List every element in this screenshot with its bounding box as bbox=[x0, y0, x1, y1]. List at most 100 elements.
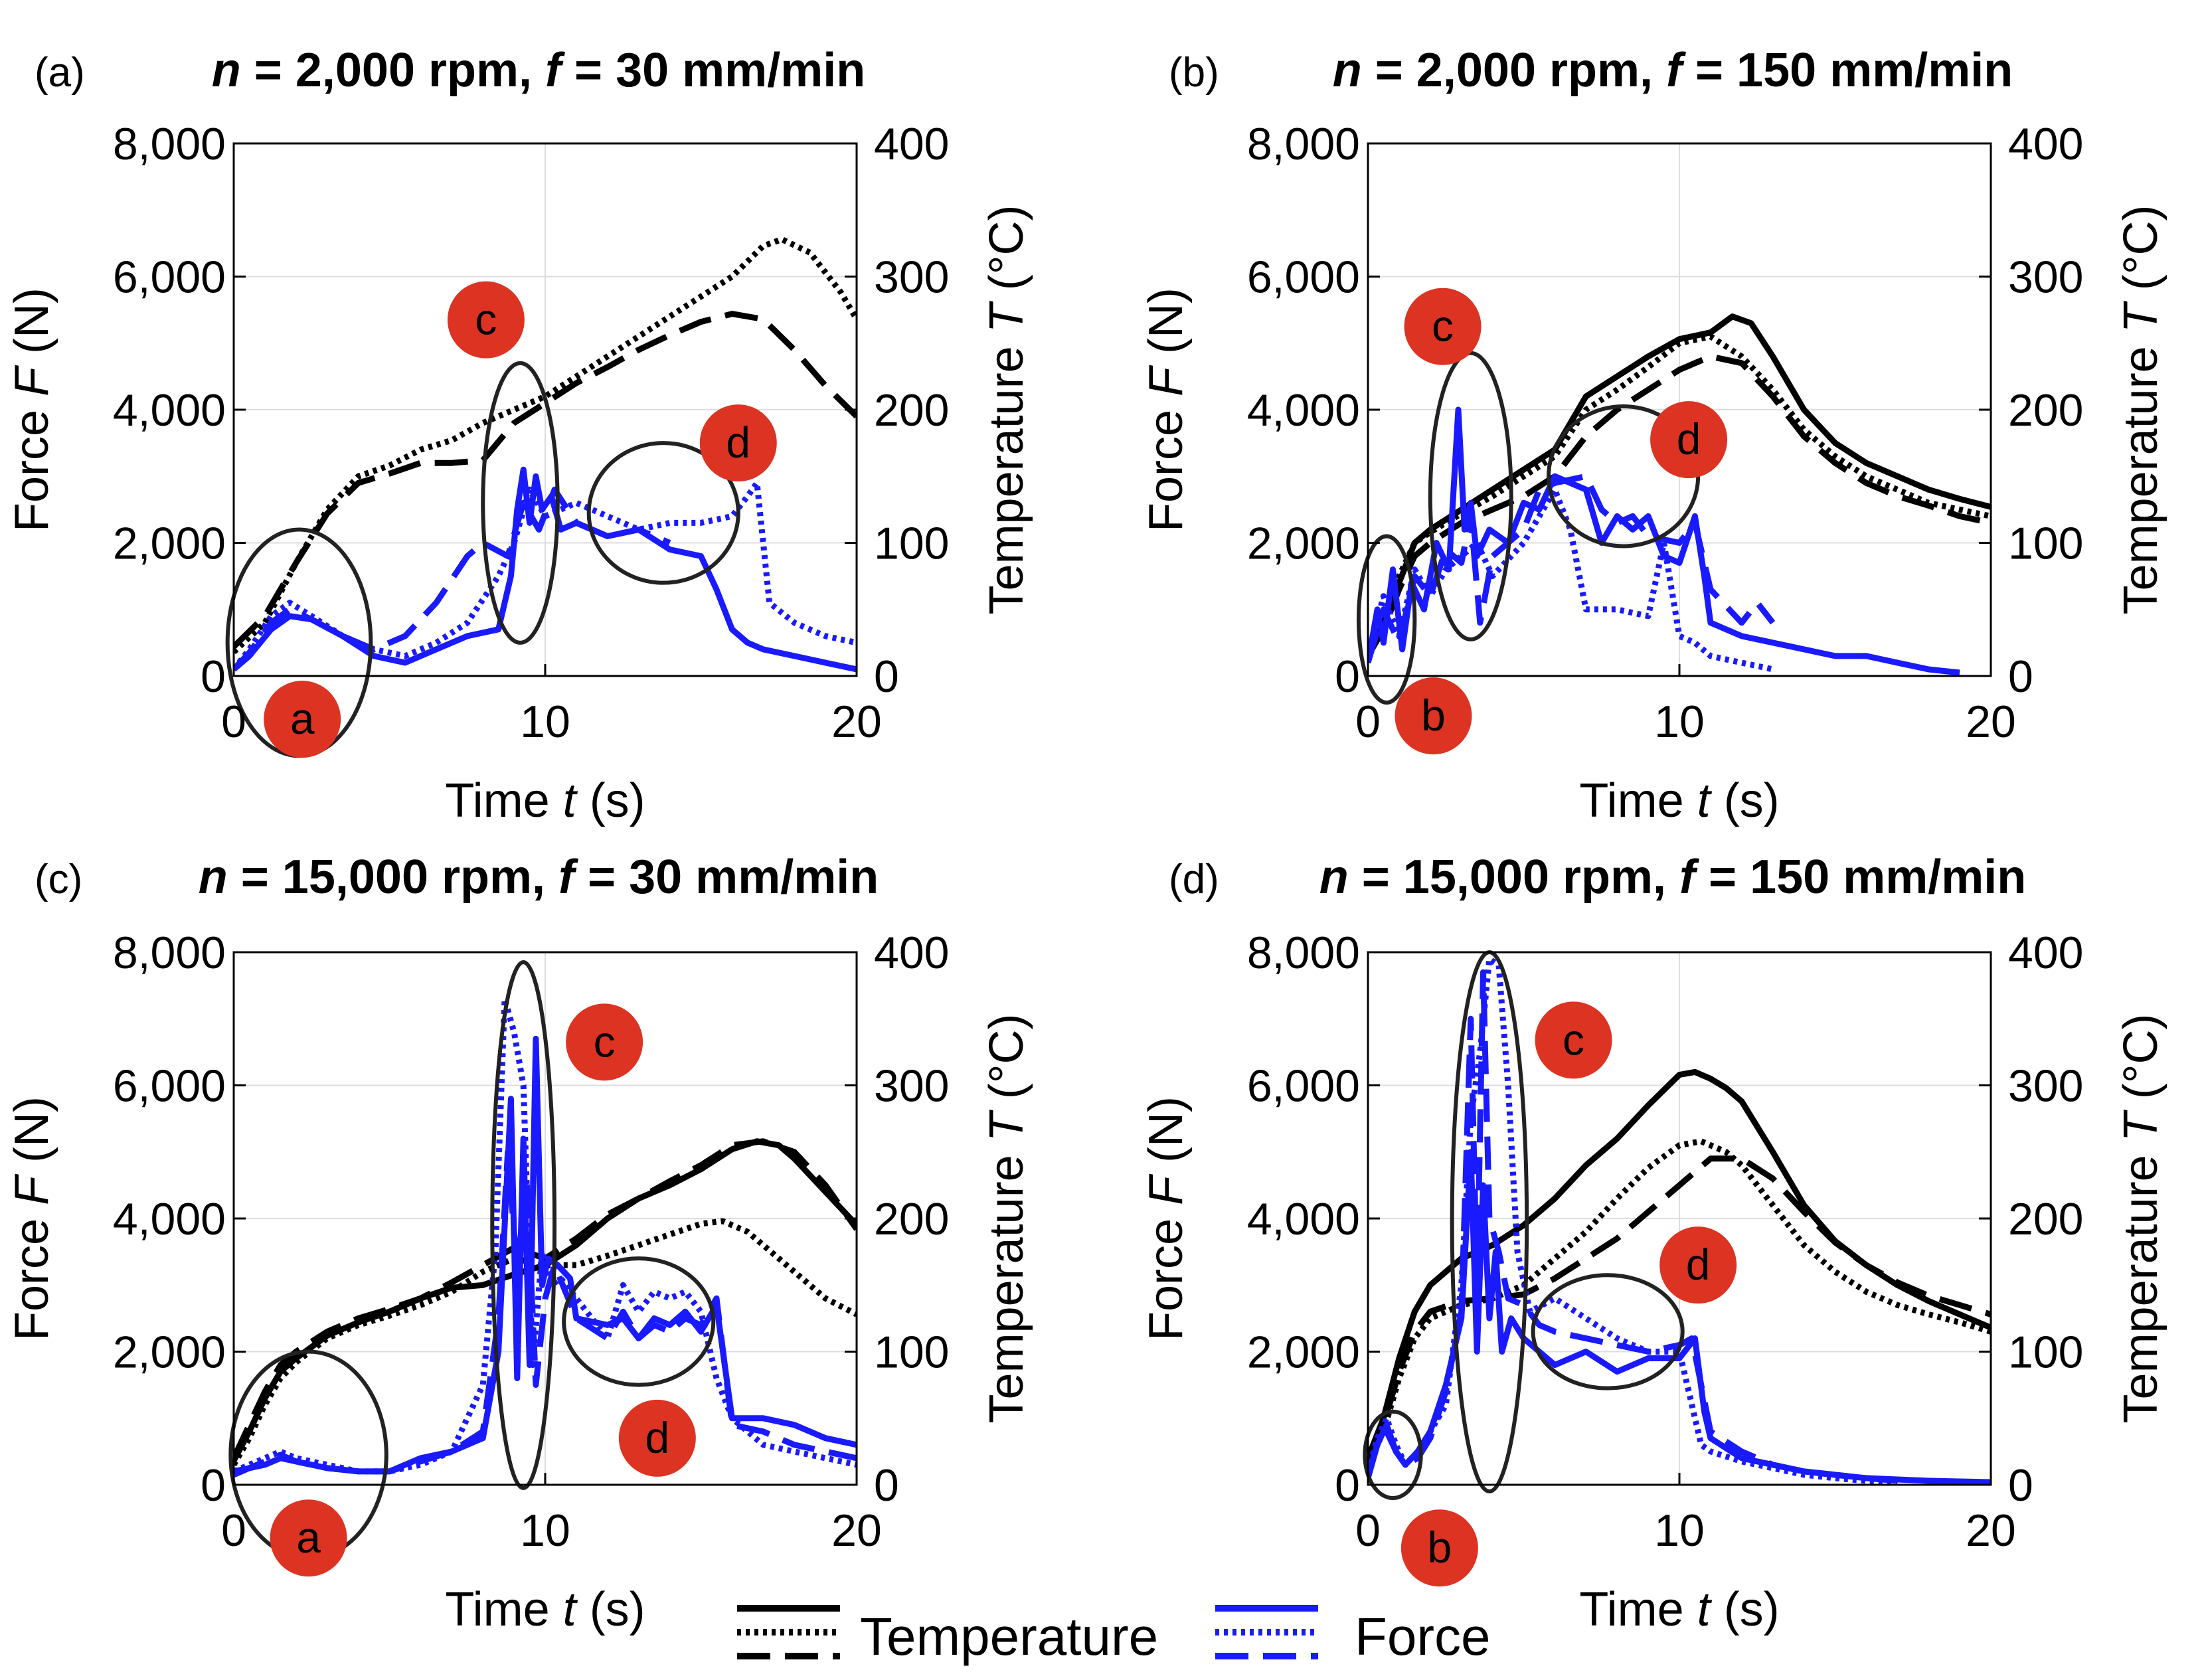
y2-axis-label-text: Temperature bbox=[980, 333, 1033, 614]
x-axis-label-unit: (s) bbox=[576, 774, 645, 827]
y2-axis-label-unit: (°C) bbox=[980, 1014, 1033, 1113]
title-n-val: = 2,000 rpm, bbox=[241, 44, 545, 97]
y2-tick-label: 100 bbox=[2008, 1327, 2083, 1378]
region-marker-b bbox=[1400, 1509, 1478, 1587]
series-line-force-dashed bbox=[234, 486, 671, 672]
panels: 0 10 2002,0004,0006,0008,0000100200300400T… bbox=[5, 44, 2167, 1636]
y2-axis-label-symbol: T bbox=[2114, 1109, 2167, 1141]
series-group bbox=[1368, 313, 1991, 676]
x-axis-label-unit: (s) bbox=[1711, 1583, 1780, 1636]
highlight-ellipse bbox=[1356, 534, 1417, 705]
region-marker-label: d bbox=[1686, 1240, 1711, 1289]
y-axis-label-unit: (N) bbox=[1140, 288, 1193, 367]
x-axis-label-text: Time bbox=[1579, 1583, 1697, 1636]
region-marker-label: a bbox=[290, 694, 315, 743]
y2-tick-label: 100 bbox=[874, 519, 949, 569]
region-marker-label: c bbox=[594, 1017, 616, 1066]
title-f-val: = 30 mm/min bbox=[561, 44, 865, 97]
y2-axis-label-symbol: T bbox=[980, 300, 1033, 333]
y2-axis-label-unit: (°C) bbox=[980, 205, 1033, 304]
x-tick-label: 0 bbox=[1355, 697, 1381, 747]
y-tick-label: 2,000 bbox=[1247, 1327, 1360, 1378]
x-axis-label-symbol: t bbox=[563, 1583, 578, 1636]
y-axis-label-text: Force bbox=[5, 396, 58, 532]
series-line-temperature-dotted bbox=[1368, 1138, 1991, 1466]
x-axis-label: Time t (s) bbox=[445, 1583, 645, 1636]
highlight-ellipse bbox=[481, 361, 560, 645]
region-marker-label: d bbox=[1677, 414, 1701, 463]
y2-tick-label: 0 bbox=[2008, 1460, 2033, 1511]
x-tick-label: 10 bbox=[1654, 1505, 1705, 1556]
y2-tick-label: 0 bbox=[2008, 651, 2033, 702]
region-marker-c bbox=[1404, 288, 1482, 365]
x-axis-label-unit: (s) bbox=[1711, 774, 1780, 827]
highlight-ellipse bbox=[586, 441, 740, 585]
y2-axis-label-unit: (°C) bbox=[2114, 1014, 2167, 1113]
y2-axis-label-symbol: T bbox=[2114, 300, 2167, 333]
panel-c: 0 10 2002,0004,0006,0008,0000100200300400T… bbox=[5, 851, 1033, 1636]
y-axis-label: Force F (N) bbox=[5, 1096, 58, 1341]
highlight-ellipse bbox=[490, 960, 557, 1491]
series-line-force-dotted bbox=[234, 479, 857, 671]
x-axis-label-text: Time bbox=[1579, 774, 1697, 827]
x-tick-label: 20 bbox=[1966, 697, 2016, 747]
highlight-ellipse bbox=[1531, 1273, 1685, 1390]
series-line-force-dashed bbox=[1368, 473, 1776, 664]
y-tick-label: 2,000 bbox=[113, 1327, 226, 1378]
region-marker-a bbox=[270, 1499, 347, 1577]
y-axis-label-text: Force bbox=[5, 1205, 58, 1341]
x-axis-label-text: Time bbox=[445, 1583, 562, 1636]
y-tick-label: 4,000 bbox=[113, 385, 226, 436]
panel-label: (d) bbox=[1169, 857, 1219, 902]
region-marker-d bbox=[618, 1399, 696, 1477]
y-tick-label: 6,000 bbox=[113, 252, 226, 303]
panel-title: n = 2,000 rpm, f = 150 mm/min bbox=[1333, 44, 2013, 97]
x-axis-label: Time t (s) bbox=[1579, 774, 1779, 827]
y-tick-label: 4,000 bbox=[1247, 385, 1360, 436]
y-tick-label: 4,000 bbox=[1247, 1194, 1360, 1244]
y-tick-label: 2,000 bbox=[1247, 519, 1360, 569]
y-axis-label-symbol: F bbox=[5, 1173, 58, 1205]
y-axis-label: Force F (N) bbox=[1140, 288, 1193, 532]
panel-label: (c) bbox=[35, 857, 82, 902]
y2-tick-label: 0 bbox=[874, 1460, 899, 1511]
y2-tick-label: 200 bbox=[874, 385, 949, 436]
series-line-force-dotted bbox=[1368, 956, 1898, 1485]
y2-axis-label-symbol: T bbox=[980, 1109, 1033, 1141]
title-f-val: = 30 mm/min bbox=[574, 851, 879, 904]
region-marker-label: c bbox=[1432, 301, 1454, 351]
title-n-val: = 2,000 rpm, bbox=[1362, 44, 1666, 97]
y2-tick-label: 100 bbox=[874, 1327, 949, 1378]
x-axis-label-symbol: t bbox=[1697, 774, 1713, 827]
y-tick-label: 8,000 bbox=[1247, 928, 1360, 978]
y2-tick-label: 0 bbox=[874, 651, 899, 702]
y-tick-label: 4,000 bbox=[113, 1194, 226, 1244]
y-tick-label: 6,000 bbox=[113, 1061, 226, 1112]
y-axis-label-text: Force bbox=[1140, 396, 1193, 532]
y-axis-label-text: Force bbox=[1140, 1205, 1193, 1341]
y-tick-label: 8,000 bbox=[113, 119, 226, 169]
y2-axis-label-unit: (°C) bbox=[2114, 205, 2167, 304]
panel-title: n = 15,000 rpm, f = 30 mm/min bbox=[199, 851, 879, 904]
x-tick-label: 0 bbox=[221, 697, 246, 747]
title-n-sym: n bbox=[1333, 44, 1362, 97]
y2-axis-label: Temperature T (°C) bbox=[980, 205, 1033, 615]
region-marker-d bbox=[699, 404, 777, 482]
y2-tick-label: 400 bbox=[2008, 928, 2083, 978]
panel-b: 0 10 2002,0004,0006,0008,0000100200300400T… bbox=[1140, 44, 2167, 827]
y2-axis-label-text: Temperature bbox=[2114, 1141, 2167, 1423]
x-tick-label: 20 bbox=[831, 697, 882, 747]
y-axis-label: Force F (N) bbox=[1140, 1096, 1193, 1341]
legend-temperature-label: Temperature bbox=[860, 1607, 1158, 1666]
highlight-ellipse bbox=[562, 1256, 716, 1387]
y2-tick-label: 400 bbox=[2008, 119, 2083, 169]
region-marker-label: d bbox=[645, 1413, 669, 1462]
x-axis-label: Time t (s) bbox=[1579, 1583, 1779, 1636]
series-line-temperature-dashed bbox=[1368, 1155, 1991, 1460]
x-tick-label: 20 bbox=[831, 1505, 882, 1556]
y-tick-label: 2,000 bbox=[113, 519, 226, 569]
x-axis-label: Time t (s) bbox=[445, 774, 645, 827]
title-n-sym: n bbox=[212, 44, 241, 97]
region-marker-b bbox=[1395, 677, 1472, 755]
